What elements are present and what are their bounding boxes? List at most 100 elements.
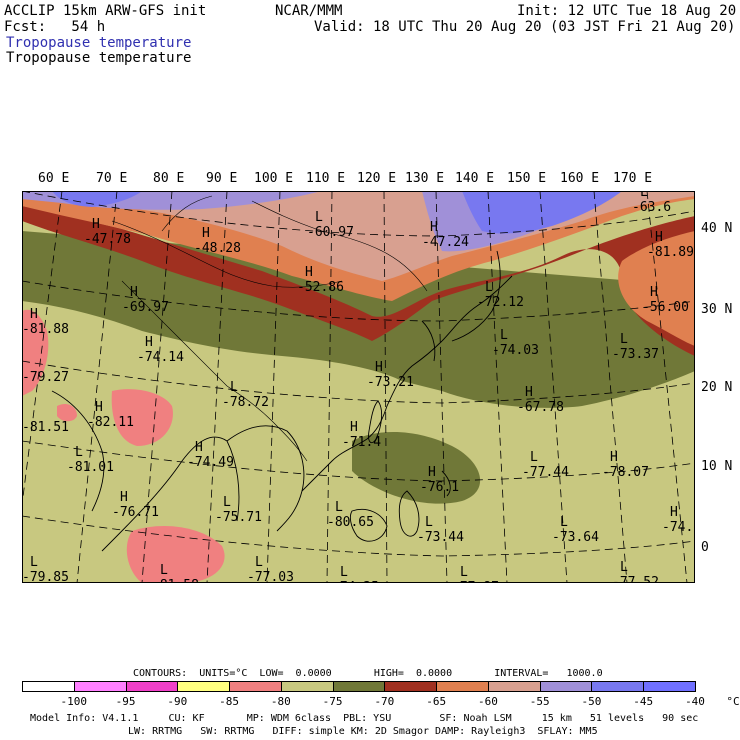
extremum-value-label: -74.03 — [492, 343, 539, 358]
extremum-value-label: -78.07 — [602, 465, 649, 480]
extremum-value-label: -73.37 — [612, 347, 659, 362]
low-marker: L — [223, 495, 231, 510]
colorbar-tick-label: -90 — [167, 695, 188, 708]
extremum-value-label: -80.65 — [327, 515, 374, 530]
colorbar-bin — [177, 681, 231, 692]
low-marker: L — [560, 515, 568, 530]
high-marker: H — [120, 490, 128, 505]
extremum-value-label: -60.97 — [307, 225, 354, 240]
extremum-value-label: -52.86 — [297, 280, 344, 295]
extremum-value-label: -74.49 — [187, 455, 234, 470]
latitude-label: 30 N — [701, 302, 733, 317]
high-marker: H — [650, 285, 658, 300]
contours-info: CONTOURS: UNITS=°C LOW= 0.0000 HIGH= 0.0… — [133, 668, 603, 679]
model-title: ACCLIP 15km ARW-GFS init — [4, 3, 207, 19]
extremum-value-label: -72.12 — [477, 295, 524, 310]
extremum-value-label: -76.1 — [420, 480, 459, 495]
model-info-line1: Model Info: V4.1.1 CU: KF MP: WDM 6class… — [30, 713, 699, 724]
longitude-label: 170 E — [613, 171, 653, 186]
shading-olive-2 — [352, 431, 481, 504]
extremum-value-label: -77.87 — [452, 580, 499, 583]
high-marker: H — [305, 265, 313, 280]
shading-salmon — [22, 309, 49, 396]
colorbar-bin — [539, 681, 593, 692]
longitude-label: 80 E — [153, 171, 185, 186]
extremum-value-label: -69.97 — [122, 300, 169, 315]
latitude-label: 20 N — [701, 380, 733, 395]
colorbar-bin — [22, 681, 75, 692]
country-borders — [111, 195, 428, 462]
low-marker: L — [485, 280, 493, 295]
low-marker: L — [460, 565, 468, 580]
low-marker: L — [500, 328, 508, 343]
colorbar-bin — [73, 681, 127, 692]
colorbar-bin — [436, 681, 489, 692]
extremum-value-label: -74.35 — [332, 580, 379, 583]
colorbar-tick-label: -85 — [219, 695, 239, 708]
extremum-value-label: -76.71 — [112, 505, 159, 520]
high-marker: H — [430, 220, 438, 235]
colorbar-bin — [125, 681, 179, 692]
longitude-label: 60 E — [38, 171, 70, 186]
extremum-value-label: -77.52 — [612, 575, 659, 583]
extremum-value-label: -63.6 — [632, 200, 671, 215]
colorbar-bin — [487, 681, 541, 692]
low-marker: L — [335, 500, 343, 515]
longitude-label: 90 E — [206, 171, 238, 186]
colorbar-tick-label: -95 — [115, 695, 136, 708]
shading-blue — [52, 191, 142, 207]
low-marker: L — [30, 555, 38, 570]
graticule — [22, 191, 695, 583]
colorbar-tick-label: -80 — [270, 695, 291, 708]
extremum-value-label: -79.27 — [22, 370, 69, 385]
shading-blue-2 — [462, 191, 622, 234]
colorbar-tick-label: -40 — [685, 695, 705, 708]
longitude-label: 120 E — [357, 171, 397, 186]
low-marker: L — [75, 445, 83, 460]
colorbar-tick-label: °C — [726, 695, 740, 708]
field-title-shaded: Tropopause temperature — [6, 35, 192, 51]
colorbar-bin — [332, 681, 386, 692]
extremum-value-label: -81.51 — [22, 420, 69, 435]
extremum-value-label: -81.89 — [647, 245, 694, 260]
extremum-value-label: -48.28 — [194, 241, 241, 256]
low-marker: L — [230, 380, 238, 395]
longitude-label: 100 E — [254, 171, 294, 186]
forecast-hour: Fcst: 54 h — [4, 19, 106, 35]
colorbar-bin — [229, 681, 282, 692]
longitude-label: 150 E — [507, 171, 547, 186]
extremum-value-label: -74.14 — [137, 350, 184, 365]
longitude-label: 110 E — [306, 171, 346, 186]
extremum-value-label: -47.24 — [422, 235, 469, 250]
high-marker: H — [610, 450, 618, 465]
high-marker: H — [350, 420, 358, 435]
colorbar-tick-label: -55 — [529, 695, 550, 708]
high-marker: H — [428, 465, 436, 480]
high-low-annotations: H-47.78 H-48.28L-60.97 H-47.24L-63.6H-81.8… — [22, 191, 694, 583]
low-marker: L — [530, 450, 538, 465]
high-marker: H — [130, 285, 138, 300]
high-marker: H — [145, 335, 153, 350]
low-marker: L — [425, 515, 433, 530]
low-marker: L — [340, 565, 348, 580]
high-marker: H — [30, 307, 38, 322]
low-marker: L — [160, 563, 168, 578]
extremum-value-label: -73.44 — [417, 530, 464, 545]
extremum-value-label: -77.03 — [247, 570, 294, 583]
shading-salmon-2 — [111, 389, 173, 446]
extremum-value-label: -77.44 — [522, 465, 569, 480]
colorbar-tick-label: -100 — [60, 695, 88, 708]
low-marker: L — [620, 332, 628, 347]
colorbar-tick-label: -50 — [581, 695, 602, 708]
extremum-value-label: -81.58 — [152, 578, 199, 583]
model-info-line2: LW: RRTMG SW: RRTMG DIFF: simple KM: 2D … — [128, 726, 598, 737]
colorbar-bin — [280, 681, 334, 692]
colorbar-bin — [384, 681, 438, 692]
high-marker: H — [375, 360, 383, 375]
longitude-label: 160 E — [560, 171, 600, 186]
latitude-label: 40 N — [701, 221, 733, 236]
low-marker: L — [315, 210, 323, 225]
colorbar-tick-label: -70 — [374, 695, 395, 708]
high-marker: H — [525, 385, 533, 400]
extremum-value-label: -67.78 — [517, 400, 564, 415]
